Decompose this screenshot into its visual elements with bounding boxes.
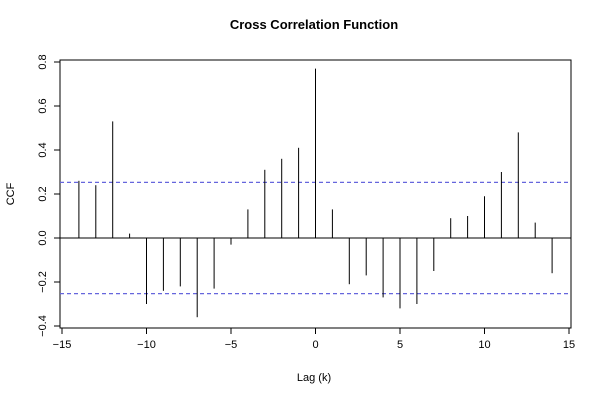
x-tick-label: 15 [563, 339, 575, 351]
y-tick-label: −0.4 [37, 315, 49, 337]
y-axis: −0.4 −0.2 0.0 0.2 0.4 0.6 0.8 [37, 54, 61, 337]
x-tick-label: −5 [225, 339, 238, 351]
x-axis-label: Lag (k) [297, 372, 331, 384]
y-tick-label: 0.4 [37, 142, 49, 157]
chart-title: Cross Correlation Function [230, 17, 398, 32]
x-tick-label: 10 [478, 339, 490, 351]
x-tick-label: −10 [137, 339, 156, 351]
x-tick-label: 0 [312, 339, 318, 351]
x-tick-label: 5 [397, 339, 403, 351]
y-axis-label: CCF [5, 182, 17, 205]
x-tick-label: −15 [53, 339, 72, 351]
x-axis: −15 −10 −5 0 5 10 15 [53, 327, 575, 351]
ccf-spikes [60, 68, 571, 318]
y-tick-label: 0.2 [37, 186, 49, 201]
y-tick-label: 0.0 [37, 230, 49, 245]
y-tick-label: 0.6 [37, 98, 49, 113]
y-tick-label: −0.2 [37, 271, 49, 293]
y-tick-label: 0.8 [37, 54, 49, 69]
